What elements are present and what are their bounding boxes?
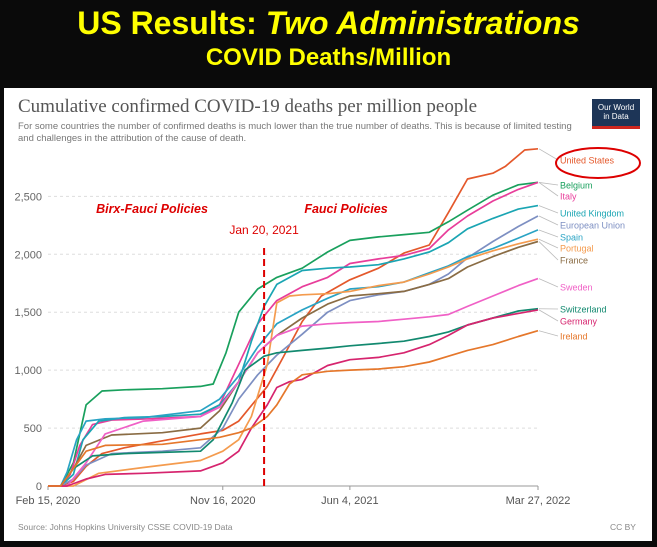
x-tick-label: Feb 15, 2020 <box>16 495 81 507</box>
legend-connector <box>538 148 559 161</box>
legend-connector <box>538 182 559 197</box>
y-tick-label: 2,500 <box>14 191 42 203</box>
slide-subtitle: COVID Deaths/Million <box>205 44 452 71</box>
legend-label: United States <box>560 156 615 166</box>
divider-label: Jan 20, 2021 <box>229 223 299 237</box>
slide-title: US Results: Two Administrations <box>0 4 657 42</box>
y-tick-label: 1,000 <box>14 365 42 377</box>
source-note: Source: Johns Hopkins University CSSE CO… <box>18 522 233 532</box>
chart-title: Cumulative confirmed COVID-19 deaths per… <box>18 96 478 117</box>
owid-logo[interactable]: Our World in Data <box>592 99 640 129</box>
license-link[interactable]: CC BY <box>610 522 636 532</box>
series-line-germany <box>48 309 539 487</box>
chart-subtitle: For some countries the number of confirm… <box>18 121 572 144</box>
logo-line-2: in Data <box>603 112 629 121</box>
legend-label: Sweden <box>560 283 593 293</box>
series-line-united-kingdom <box>48 204 539 487</box>
legend-label: Belgium <box>560 181 593 191</box>
chart-panel: Cumulative confirmed COVID-19 deaths per… <box>4 88 652 541</box>
legend-label: Portugal <box>560 244 594 254</box>
x-tick-label: Mar 27, 2022 <box>506 495 571 507</box>
y-tick-label: 500 <box>24 423 42 435</box>
series-line-belgium <box>48 181 539 487</box>
legend-connector <box>538 330 559 337</box>
slide-title-prefix: US Results: <box>77 5 266 41</box>
x-tick-label: Nov 16, 2020 <box>190 495 255 507</box>
series-line-european-union <box>48 215 539 487</box>
x-tick-label: Jun 4, 2021 <box>321 495 379 507</box>
logo-line-1: Our World <box>597 103 635 112</box>
y-tick-label: 0 <box>36 481 42 493</box>
us-highlight-circle <box>555 147 641 179</box>
series-line-switzerland <box>48 307 539 487</box>
left-policy-label: Birx-Fauci Policies <box>96 202 208 216</box>
right-policy-label: Fauci Policies <box>304 202 387 216</box>
legend-label: Switzerland <box>560 305 607 315</box>
series-line-spain <box>48 229 539 487</box>
legend-connector <box>538 238 559 249</box>
series-line-united-states <box>48 147 539 487</box>
legend-label: Ireland <box>560 332 588 342</box>
y-tick-label: 1,500 <box>14 307 42 319</box>
legend-label: France <box>560 256 588 266</box>
legend-connector <box>538 182 559 186</box>
legend-label: Spain <box>560 233 583 243</box>
legend-connector <box>538 278 559 288</box>
series-line-portugal <box>48 238 539 487</box>
legend-connector <box>538 229 559 238</box>
legend-label: Italy <box>560 192 577 202</box>
series-line-france <box>48 240 539 487</box>
slide-title-emphasis: Two Administrations <box>265 5 580 41</box>
legend-label: United Kingdom <box>560 209 624 219</box>
series-line-italy <box>48 181 539 487</box>
legend-label: Germany <box>560 317 598 327</box>
line-chart: 0 500 1,000 1,500 2,000 2,500 Feb 15, 2020 Nov … <box>14 147 641 507</box>
legend-connector <box>538 241 559 261</box>
legend-connector <box>538 215 559 226</box>
legend-label: European Union <box>560 221 625 231</box>
y-tick-label: 2,000 <box>14 249 42 261</box>
series-line-sweden <box>48 277 539 487</box>
series-line-ireland <box>48 329 539 487</box>
legend-connector <box>538 309 559 322</box>
legend-connector <box>538 205 559 214</box>
